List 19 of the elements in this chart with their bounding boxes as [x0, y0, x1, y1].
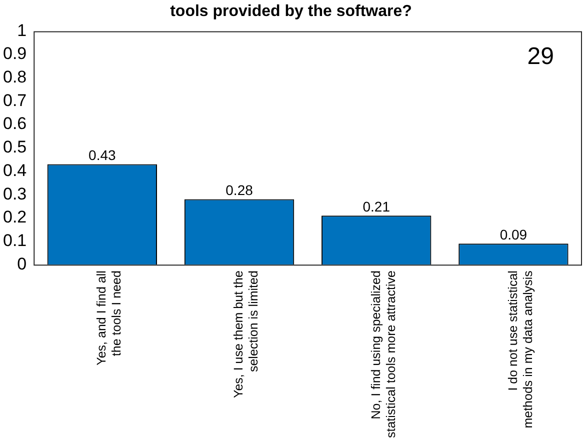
annotation: 29 [527, 42, 554, 70]
data-label: 0.28 [226, 182, 254, 198]
x-tick-label: Yes, and I find all the tools I need [94, 270, 124, 366]
data-label: 0.09 [500, 226, 528, 242]
data-label: 0.43 [88, 147, 116, 164]
y-tick-label: 0.5 [2, 138, 27, 157]
y-tick-label: 0.2 [2, 208, 27, 227]
chart-title: tools provided by the software? [170, 3, 412, 20]
y-tick-label: 0.7 [2, 90, 27, 110]
y-tick-label: 0.4 [2, 160, 27, 180]
y-tick-label: 0.9 [2, 44, 27, 64]
y-tick-label: 0.1 [2, 230, 27, 250]
y-tick-label: 0 [17, 254, 27, 274]
y-tick-label: 1 [17, 20, 27, 40]
y-tick-label: 0.8 [2, 68, 27, 87]
data-label: 0.21 [362, 198, 390, 214]
y-tick-label: 0.3 [2, 184, 27, 204]
x-tick-label: Yes, I use them but the selection is limited [232, 270, 261, 398]
y-tick-label: 0.6 [2, 114, 27, 134]
